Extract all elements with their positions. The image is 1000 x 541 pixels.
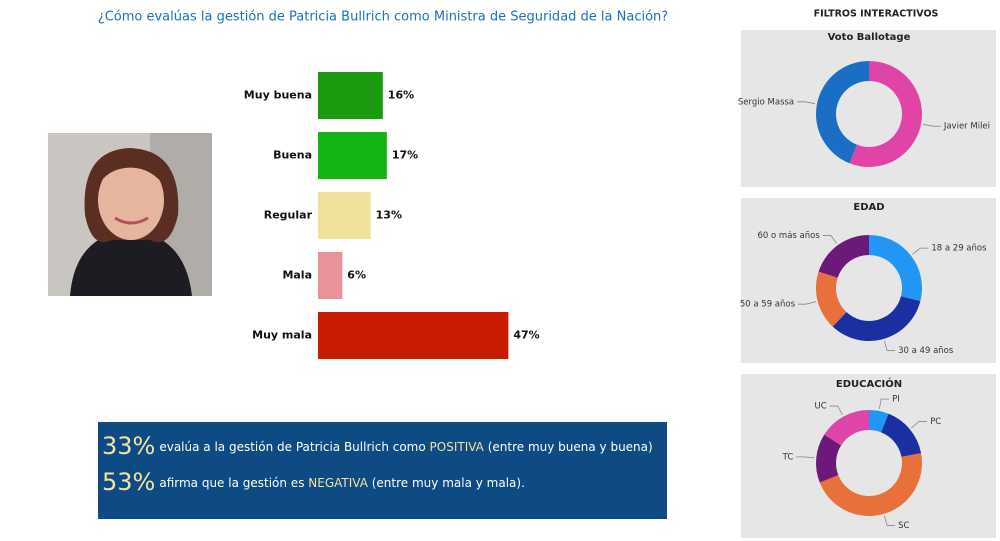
donut-label: SC <box>898 521 909 531</box>
donut-segment <box>816 271 847 327</box>
donut-segment <box>818 235 869 278</box>
leader-line <box>829 405 843 415</box>
bar <box>318 252 343 299</box>
summary-text: afirma que la gestión es <box>159 476 308 490</box>
leader-line <box>883 515 896 526</box>
donut-segment <box>816 434 842 483</box>
donut-title: EDUCACIÓN <box>836 377 902 390</box>
donut-segment <box>881 413 922 457</box>
donut-label: Javier Milei <box>943 122 990 132</box>
summary-text: evalúa a la gestión de Patricia Bullrich… <box>159 440 429 454</box>
donut-segment <box>832 296 921 341</box>
value-label: 16% <box>388 89 414 102</box>
donut-label: TC <box>782 452 794 462</box>
category-label: Regular <box>264 209 313 222</box>
category-label: Muy buena <box>244 89 312 102</box>
panel-title: FILTROS INTERACTIVOS <box>814 9 939 20</box>
chart-title: ¿Cómo evalúas la gestión de Patricia Bul… <box>98 10 668 25</box>
category-label: Mala <box>282 269 312 282</box>
summary-highlight: NEGATIVA <box>308 476 368 490</box>
donut-label: PI <box>892 395 900 405</box>
summary-line: 33% evalúa a la gestión de Patricia Bullr… <box>102 432 653 460</box>
leader-line <box>883 340 896 351</box>
donut-label: 60 o más años <box>758 231 821 241</box>
category-label: Muy mala <box>252 329 312 342</box>
donut-label: 30 a 49 años <box>898 346 954 356</box>
leader-line <box>796 456 815 459</box>
summary-line: 53% afirma que la gestión es NEGATIVA (en… <box>102 468 525 496</box>
donut-label: UC <box>815 402 827 412</box>
donut-title: Voto Ballotage <box>828 32 911 43</box>
summary-percent: 53% <box>102 468 155 496</box>
bar <box>318 132 387 179</box>
value-label: 13% <box>376 209 402 222</box>
leader-line <box>798 301 816 305</box>
donut-segment <box>824 410 869 446</box>
leader-line <box>912 247 929 255</box>
summary-highlight: POSITIVA <box>430 440 485 454</box>
donut-segment <box>869 410 889 433</box>
category-label: Buena <box>273 149 312 162</box>
donut-label: 50 a 59 años <box>740 300 796 310</box>
bar <box>318 192 371 239</box>
leader-line <box>878 398 890 410</box>
summary-percent: 33% <box>102 432 155 460</box>
summary-note: (entre muy mala y mala). <box>368 476 525 490</box>
donut-label: 18 a 29 años <box>931 244 987 254</box>
value-label: 47% <box>513 329 539 342</box>
donut-segment <box>849 61 922 167</box>
bar <box>318 72 383 119</box>
leader-line <box>911 421 928 429</box>
donut-segment <box>819 453 922 516</box>
leader-line <box>922 123 941 127</box>
bar <box>318 312 509 359</box>
value-label: 17% <box>392 149 418 162</box>
donut-title: EDAD <box>853 202 884 213</box>
donut-segment <box>815 61 869 164</box>
photo <box>48 133 212 296</box>
summary-box <box>98 422 667 519</box>
donut-label: PC <box>930 417 941 427</box>
donut-segment <box>869 235 923 302</box>
summary-note: (entre muy buena y buena) <box>484 440 653 454</box>
donut-label: Sergio Massa <box>738 97 794 107</box>
leader-line <box>822 235 837 244</box>
leader-line <box>797 101 816 105</box>
value-label: 6% <box>347 269 366 282</box>
